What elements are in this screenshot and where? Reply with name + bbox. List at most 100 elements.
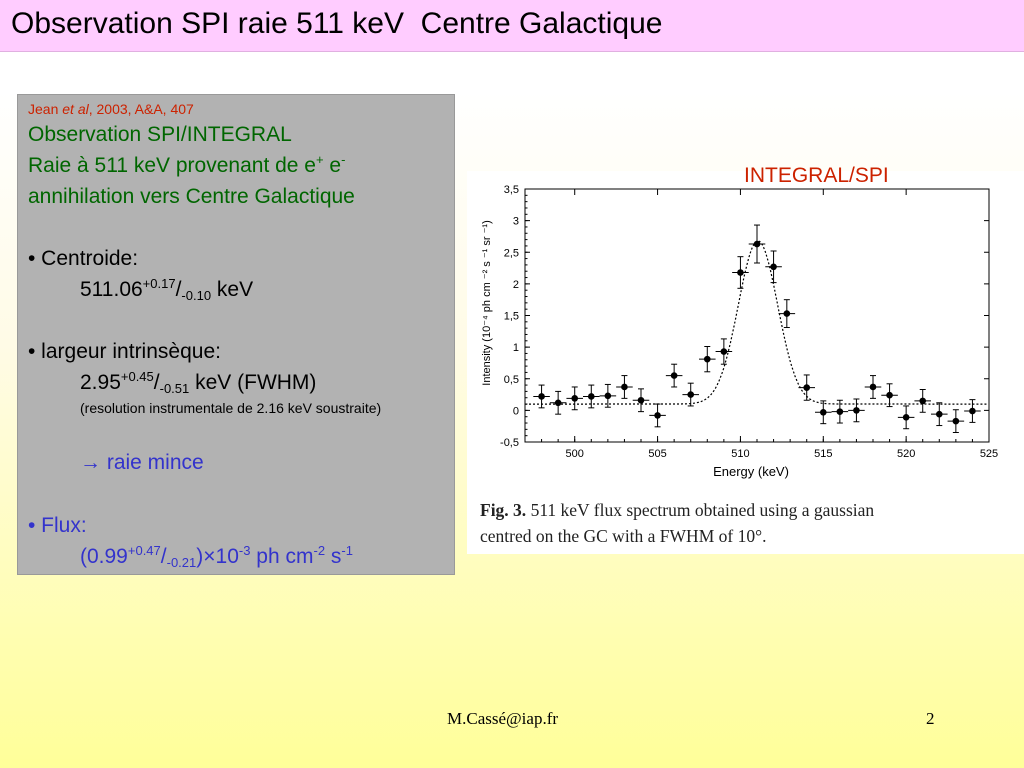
data-marker	[737, 269, 744, 276]
data-marker	[604, 392, 612, 400]
data-marker	[783, 310, 791, 317]
data-point	[599, 383, 617, 408]
caption-text-1: 511 keV flux spectrum obtained using a g…	[526, 500, 874, 520]
flux-unit-cm: ph cm	[250, 545, 314, 568]
data-point	[914, 389, 931, 413]
data-point	[616, 375, 633, 399]
line-description: Raie à 511 keV provenant de e+ e-	[28, 152, 346, 178]
centroid-slash: /	[175, 278, 182, 301]
flux-unit-s: s	[325, 545, 342, 568]
data-marker	[703, 355, 711, 363]
data-marker	[571, 395, 579, 402]
data-marker	[902, 414, 910, 421]
data-marker	[770, 263, 777, 271]
arrow-icon: →	[80, 451, 101, 474]
data-point	[732, 256, 749, 289]
line2-b: e	[323, 154, 342, 177]
data-point	[649, 403, 666, 428]
flux-slash: /	[160, 545, 167, 568]
flux-number: (0.99	[80, 545, 128, 568]
data-point	[715, 338, 733, 365]
y-tick-label: -0,5	[500, 437, 519, 449]
data-point	[632, 388, 650, 413]
conclusion-line: → raie mince	[80, 451, 204, 475]
flux-label: • Flux:	[28, 514, 87, 537]
data-marker	[819, 408, 827, 416]
x-tick-label: 505	[648, 448, 666, 460]
data-point	[831, 399, 849, 424]
data-marker	[952, 417, 960, 425]
data-point	[748, 224, 766, 264]
width-unit: keV (FWHM)	[189, 371, 317, 394]
data-point	[682, 382, 699, 407]
summary-panel: Jean et al, 2003, A&A, 407 Observation S…	[17, 94, 455, 575]
slide-title: Observation SPI raie 511 keV Centre Gala…	[11, 7, 663, 40]
y-tick-label: 0	[513, 405, 519, 417]
annihilation-line: annihilation vers Centre Galactique	[28, 185, 355, 208]
data-point	[931, 402, 948, 427]
y-tick-label: 1	[513, 342, 519, 354]
data-marker	[538, 393, 545, 400]
spectrum-chart: -0,500,511,522,533,5 500 505 510 515 520 525 …	[480, 184, 998, 546]
data-point	[778, 299, 796, 329]
data-point	[566, 386, 583, 411]
x-tick-label: 500	[566, 448, 584, 460]
electron-sup: -	[341, 152, 346, 167]
conclusion-text: raie mince	[101, 451, 204, 474]
width-note: (resolution instrumentale de 2.16 keV so…	[80, 400, 382, 416]
data-point	[815, 400, 832, 425]
flux-exp2: -2	[313, 543, 326, 558]
y-tick-label: 1,5	[504, 311, 519, 323]
centroid-number: 511.06	[80, 278, 143, 301]
positron-sup: +	[315, 152, 324, 167]
x-tick-label: 525	[980, 448, 998, 460]
data-marker	[853, 407, 860, 414]
data-point	[897, 405, 915, 430]
ref-etal: et al	[62, 101, 89, 117]
page-number: 2	[926, 709, 935, 728]
y-tick-label: 3,5	[504, 184, 519, 196]
width-plus: +0.45	[120, 369, 154, 384]
data-marker	[670, 372, 678, 379]
data-marker	[637, 396, 645, 404]
ref-author: Jean	[28, 101, 63, 117]
data-marker	[587, 393, 595, 400]
gaussian-fit-curve	[525, 240, 988, 405]
data-marker	[869, 383, 877, 391]
width-minus: -0.51	[159, 381, 190, 396]
width-label: • largeur intrinsèque:	[28, 340, 221, 363]
centroid-unit: keV	[211, 278, 254, 301]
data-point	[964, 399, 981, 423]
x-tick-label: 520	[897, 448, 915, 460]
data-point	[864, 375, 882, 399]
data-marker	[886, 391, 893, 399]
flux-minus: -0.21	[166, 555, 197, 570]
centroid-value: 511.06+0.17/-0.10 keV	[80, 276, 254, 303]
instrument-tag: INTEGRAL/SPI	[744, 164, 889, 187]
width-value: 2.95+0.45/-0.51 keV (FWHM)	[80, 369, 317, 396]
data-marker	[720, 348, 728, 355]
x-tick-label: 515	[814, 448, 832, 460]
centroid-plus: +0.17	[142, 276, 176, 291]
centroid-label: • Centroide:	[28, 247, 139, 270]
data-marker	[621, 383, 628, 391]
data-point	[848, 398, 865, 423]
data-marker	[803, 384, 811, 391]
data-point	[665, 363, 683, 388]
centroid-minus: -0.10	[181, 288, 212, 303]
x-tick-label: 510	[731, 448, 749, 460]
y-tick-label: 2,5	[504, 247, 519, 259]
reference: Jean et al, 2003, A&A, 407	[28, 101, 194, 117]
data-point	[583, 384, 600, 409]
flux-value: (0.99+0.47/-0.21)×10-3 ph cm-2 s-1	[80, 543, 353, 570]
data-marker	[969, 407, 976, 415]
flux-exp: -3	[238, 543, 251, 558]
data-marker	[919, 397, 927, 405]
ref-rest: , 2003, A&A, 407	[88, 101, 194, 117]
data-point	[798, 374, 815, 401]
line2-a: Raie à 511 keV provenant de e	[28, 154, 316, 177]
data-marker	[935, 410, 943, 418]
figure-box: -0,5 0 0,5 1 1,5 2 2,5 3 3,5 500 505 510 515 520 525 …	[467, 171, 1024, 554]
y-tick-label: 3	[513, 216, 519, 228]
y-axis-label: Intensity (10⁻⁴ ph cm ⁻² s ⁻¹ sr ⁻¹)	[481, 220, 493, 385]
